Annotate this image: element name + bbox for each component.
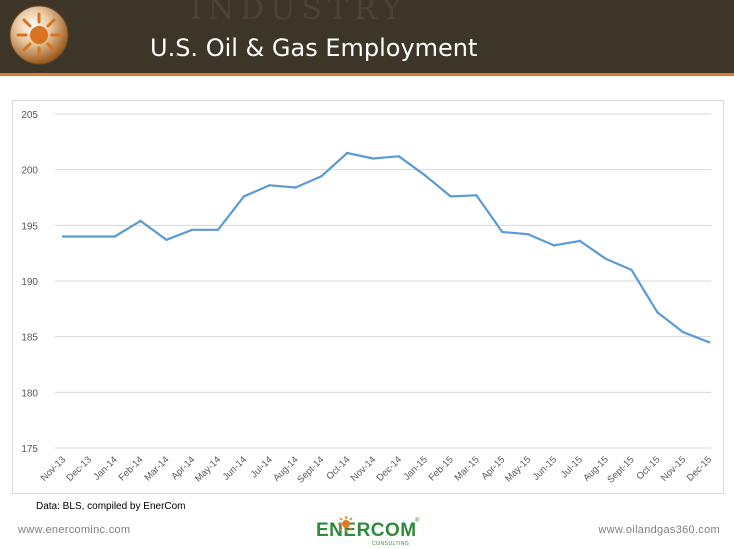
registered-mark: ® [415, 518, 420, 524]
data-point [630, 268, 633, 272]
x-tick-label: Mar-14 [142, 454, 171, 483]
data-point [61, 235, 65, 238]
slide-title: U.S. Oil & Gas Employment [150, 34, 478, 62]
footer-left-url[interactable]: www.enercominc.com [18, 524, 131, 536]
x-tick-label: Jan-14 [91, 454, 119, 482]
chart-frame [12, 100, 724, 494]
brand-name: ENERCOM [316, 520, 417, 541]
x-tick-label: Feb-14 [117, 454, 146, 483]
x-tick-label: Sept-14 [295, 454, 326, 485]
data-point [139, 219, 142, 223]
x-tick-label: Nov-13 [39, 454, 68, 483]
series-line [63, 151, 710, 344]
data-point [165, 238, 168, 242]
y-tick-label: 175 [21, 444, 38, 455]
data-point [552, 244, 556, 247]
x-tick-label: May-15 [503, 454, 533, 484]
x-tick-label: Feb-15 [427, 454, 456, 483]
y-tick-label: 205 [21, 110, 38, 121]
source-note: Data: BLS, compiled by EnerCom [36, 501, 186, 512]
data-point [268, 184, 271, 187]
brand-subtitle: CONSULTING [372, 541, 410, 547]
data-point [578, 239, 581, 243]
data-point [191, 228, 194, 231]
x-tick-label: Dec-15 [685, 454, 714, 483]
x-tick-label: Dec-14 [375, 454, 404, 483]
data-point [449, 195, 452, 198]
x-tick-label: Nov-15 [659, 454, 688, 483]
y-tick-label: 185 [21, 333, 38, 344]
data-point [87, 235, 91, 238]
x-tick-label: May-14 [193, 454, 223, 484]
data-point [501, 230, 504, 234]
footer-right-url[interactable]: www.oilandgas360.com [598, 524, 720, 536]
x-tick-label: Nov-14 [349, 454, 378, 483]
data-point [604, 257, 607, 260]
x-tick-label: Oct-14 [324, 454, 352, 482]
data-point [475, 194, 478, 197]
enercom-logo: ENERCOM ® CONSULTING [312, 516, 424, 548]
data-point [294, 186, 297, 189]
header-background-word: INDUSTRY [190, 0, 408, 27]
x-tick-label: Dec-13 [65, 454, 94, 483]
data-point [216, 228, 220, 231]
slide-header: INDUSTRY U.S. Oil & Gas Employment [0, 0, 734, 73]
x-tick-label: Mar-15 [453, 454, 482, 483]
data-point [371, 157, 375, 160]
header-accent-line [0, 73, 734, 76]
x-tick-label: Oct-15 [634, 454, 662, 482]
data-point [320, 175, 323, 178]
x-tick-label: Jun-14 [221, 454, 249, 482]
data-point [397, 155, 401, 158]
data-point [681, 331, 685, 334]
x-tick-label: Sept-15 [605, 454, 636, 485]
x-tick-label: Jun-15 [531, 454, 559, 482]
data-point [346, 151, 349, 155]
industry-globe-logo-icon [9, 5, 69, 65]
y-tick-label: 200 [21, 166, 38, 177]
data-point [423, 174, 426, 177]
data-point [113, 235, 116, 238]
x-tick-label: Jan-15 [402, 454, 430, 482]
y-tick-label: 195 [21, 221, 38, 232]
data-point [656, 310, 659, 314]
y-tick-label: 180 [21, 388, 38, 399]
data-point [707, 341, 711, 344]
data-point [526, 233, 530, 236]
employment-line-chart: 175180185190195200205Nov-13Dec-13Jan-14F… [21, 110, 714, 486]
data-point [242, 195, 246, 198]
sun-icon [338, 516, 354, 532]
y-tick-label: 190 [21, 277, 38, 288]
